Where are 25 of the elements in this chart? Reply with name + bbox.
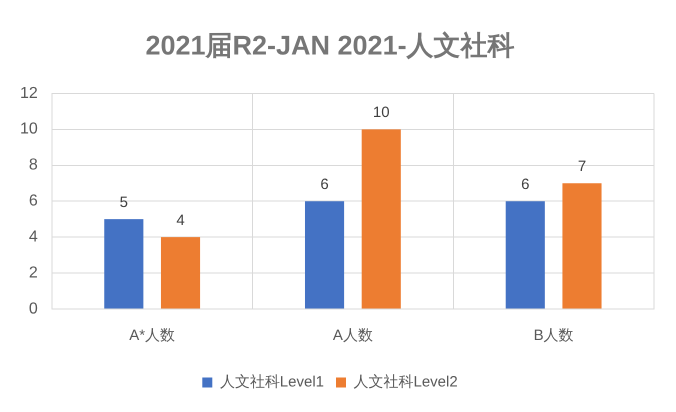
y-tick-label: 0 — [28, 300, 38, 318]
bar — [160, 237, 200, 308]
data-label: 5 — [120, 194, 128, 211]
bar — [104, 219, 144, 308]
legend-label: 人文社科Level1 — [220, 374, 324, 391]
x-tick-label: A人数 — [332, 327, 373, 344]
x-tick-label: B人数 — [534, 327, 574, 344]
y-tick-label: 8 — [28, 156, 38, 174]
y-tick-label: 12 — [20, 84, 38, 102]
data-label: 4 — [176, 212, 185, 229]
bar — [506, 201, 545, 308]
y-tick-label: 10 — [20, 120, 38, 138]
data-label: 7 — [578, 158, 586, 175]
bar — [562, 183, 602, 308]
y-tick-label: 6 — [28, 192, 38, 210]
bar — [304, 201, 344, 308]
y-tick-label: 4 — [28, 228, 38, 246]
y-tick-label: 2 — [28, 264, 38, 282]
data-label: 10 — [372, 104, 390, 121]
chart-title: 2021届R2-JAN 2021-人文社科 — [145, 30, 515, 61]
bar — [362, 129, 401, 308]
data-label: 6 — [521, 176, 530, 193]
legend-label: 人文社科Level2 — [354, 374, 458, 391]
data-label: 6 — [320, 176, 329, 193]
x-tick-label: A*人数 — [129, 327, 176, 344]
